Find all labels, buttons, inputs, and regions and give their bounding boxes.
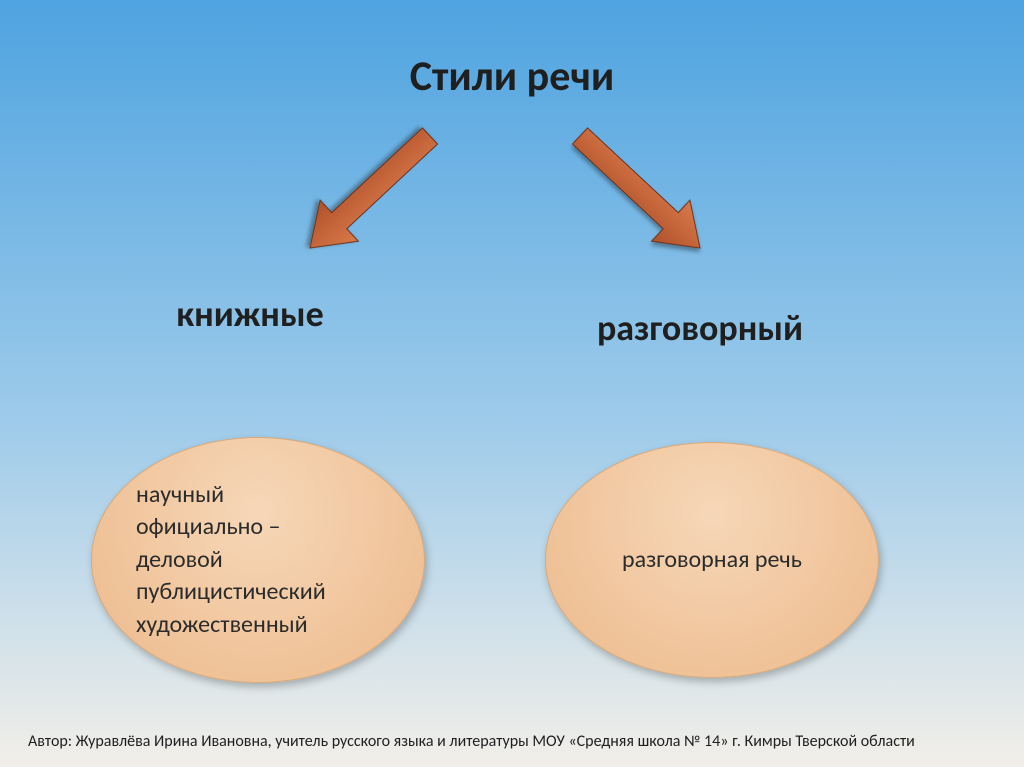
ellipse-left-text: научный официально – деловой публицистич… [136, 479, 326, 641]
footer-author: Автор: Журавлёва Ирина Ивановна, учитель… [0, 732, 1024, 751]
ellipse-right-text: разговорная речь [622, 544, 802, 576]
subheading-right: разговорный [480, 306, 920, 350]
subheading-left: книжные [30, 292, 470, 336]
ellipse-right: разговорная речь [545, 442, 879, 678]
ellipse-left: научный официально – деловой публицистич… [91, 437, 425, 683]
